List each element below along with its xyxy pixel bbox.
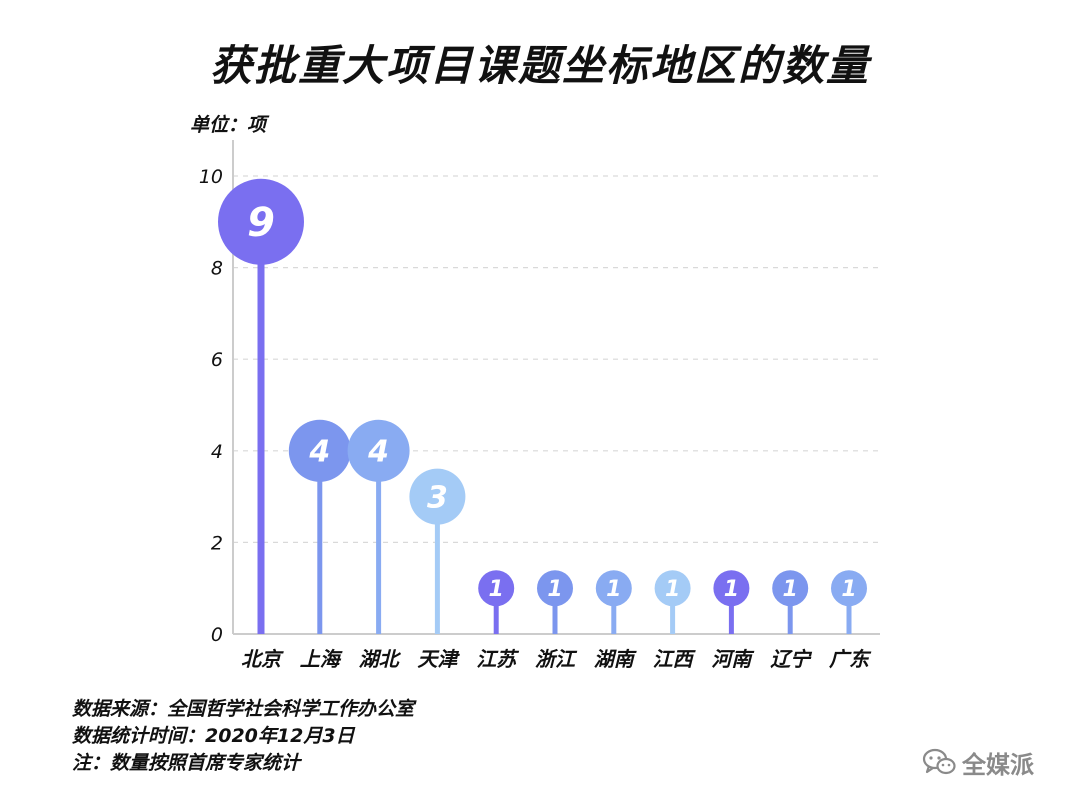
- lollipop-head: [288, 419, 351, 482]
- footnotes: 数据来源：全国哲学社会科学工作办公室 数据统计时间：2020年12月3日 注：数…: [72, 696, 414, 777]
- category-label: 北京: [241, 647, 284, 671]
- chart-title: 获批重大项目课题坐标地区的数量: [209, 41, 870, 90]
- category-label: 湖南: [594, 647, 637, 671]
- y-tick-label: 6: [211, 349, 223, 371]
- lollipop-head: [831, 570, 867, 607]
- category-label: 天津: [417, 647, 460, 671]
- category-label: 江苏: [476, 647, 520, 671]
- method-note: 注：数量按照首席专家统计: [72, 752, 301, 774]
- value-label: 1: [783, 577, 798, 602]
- category-label: 河南: [711, 647, 754, 671]
- category-label: 广东: [829, 647, 872, 671]
- y-tick-label: 0: [211, 624, 223, 646]
- value-label: 1: [606, 577, 621, 602]
- value-label: 1: [724, 577, 739, 602]
- lollipop-head: [409, 468, 466, 525]
- brand-name: 全媒派: [962, 750, 1034, 779]
- value-label: 1: [841, 577, 856, 602]
- source-note: 数据来源：全国哲学社会科学工作办公室: [72, 698, 415, 720]
- unit-label: 单位：项: [190, 114, 267, 136]
- lollipop-head: [218, 178, 304, 265]
- category-label: 上海: [300, 647, 343, 671]
- lollipop-marks: 9 4 4 3 1 1 1 1 1 1 1: [218, 178, 867, 634]
- value-label: 3: [427, 480, 448, 515]
- lollipop-head: [654, 570, 691, 607]
- wechat-icon: [922, 748, 956, 775]
- value-label: 9: [247, 200, 275, 246]
- y-tick-label: 4: [211, 441, 223, 463]
- lollipop-head: [478, 570, 515, 607]
- category-label: 辽宁: [770, 647, 813, 671]
- y-tick-label: 10: [199, 166, 223, 188]
- value-label: 4: [308, 435, 330, 470]
- category-label: 浙江: [535, 647, 578, 671]
- date-note: 数据统计时间：2020年12月3日: [72, 725, 355, 747]
- value-label: 1: [489, 577, 504, 602]
- lollipop-head: [595, 570, 632, 607]
- brand-watermark: 全媒派: [922, 744, 1034, 780]
- value-label: 1: [665, 577, 680, 602]
- y-tick-label: 8: [211, 258, 223, 280]
- lollipop-head: [537, 570, 573, 607]
- category-labels: 北京 上海 湖北 天津 江苏 浙江 湖南 江西 河南 辽宁 广东: [241, 647, 872, 671]
- y-tick-label: 2: [211, 532, 223, 554]
- grid-lines: [233, 175, 880, 544]
- category-label: 湖北: [359, 647, 402, 671]
- lollipop-head: [713, 570, 750, 607]
- value-label: 1: [547, 577, 562, 602]
- lollipop-head: [347, 419, 410, 482]
- category-label: 江西: [653, 647, 697, 671]
- value-label: 4: [367, 435, 389, 470]
- lollipop-head: [772, 570, 809, 607]
